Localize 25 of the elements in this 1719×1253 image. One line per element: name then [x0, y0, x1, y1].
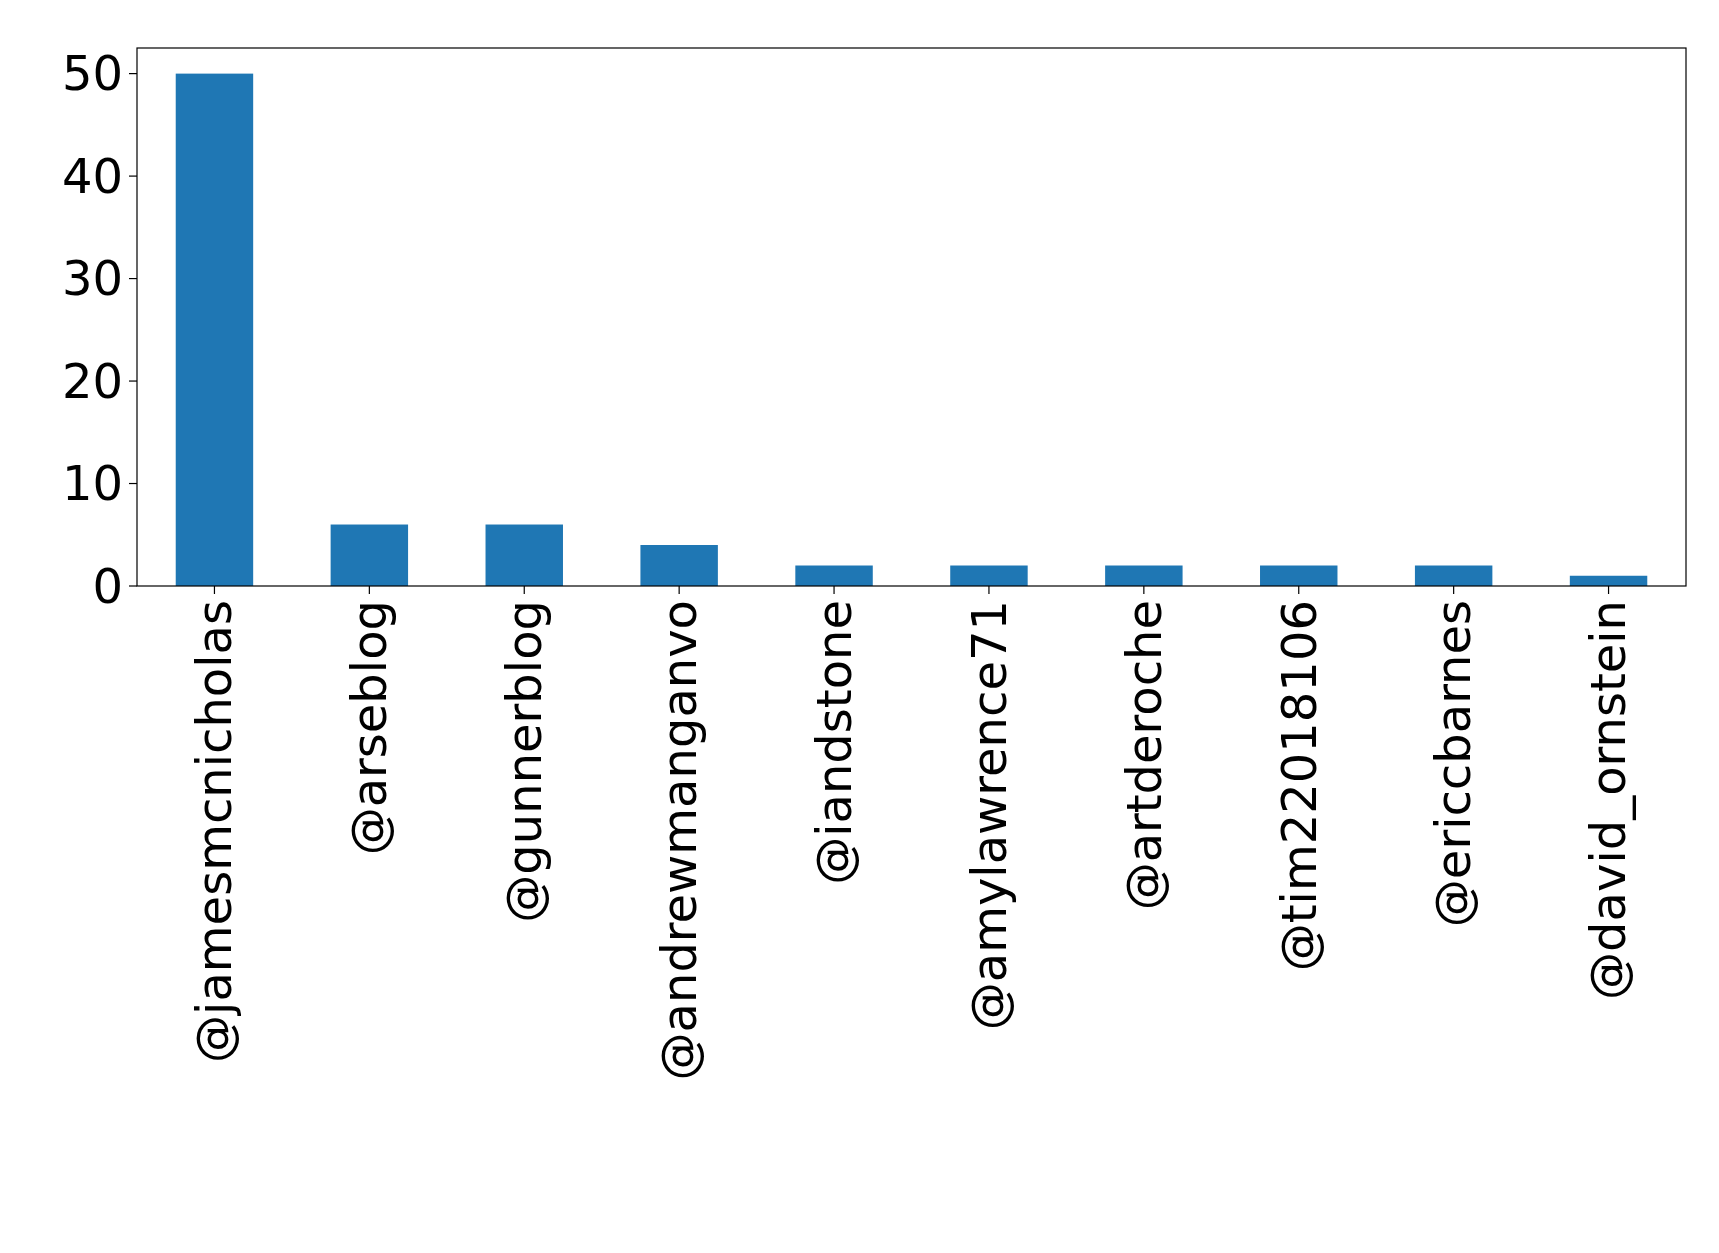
x-tick-label: @jamesmcnicholas	[186, 600, 243, 1063]
x-tick-label: @arseblog	[341, 600, 398, 856]
y-tick-label: 40	[61, 147, 123, 204]
bar	[330, 524, 409, 586]
y-tick-label: 20	[61, 352, 123, 409]
x-tick-label: @artderoche	[1115, 600, 1172, 911]
bar	[1105, 565, 1183, 586]
bar	[950, 565, 1028, 586]
bar	[1260, 565, 1338, 586]
x-tick-label: @amylawrence71	[960, 600, 1017, 1031]
bar	[795, 565, 873, 586]
x-tick-label: @iandstone	[805, 600, 862, 885]
bar	[640, 545, 718, 586]
x-tick-label: @gunnerblog	[496, 600, 553, 923]
x-tick-label: @ericcbarnes	[1425, 600, 1482, 928]
y-tick-label: 30	[61, 250, 123, 307]
y-tick-label: 50	[61, 45, 123, 102]
y-tick-label: 0	[92, 557, 123, 614]
x-tick-label: @david_ornstein	[1580, 600, 1637, 1000]
bar	[485, 524, 563, 586]
y-tick-label: 10	[61, 455, 123, 512]
bar	[175, 73, 254, 586]
x-tick-label: @andrewmanganvo	[650, 600, 707, 1081]
x-tick-label: @tim22018106	[1270, 600, 1327, 972]
bar	[1414, 565, 1493, 586]
